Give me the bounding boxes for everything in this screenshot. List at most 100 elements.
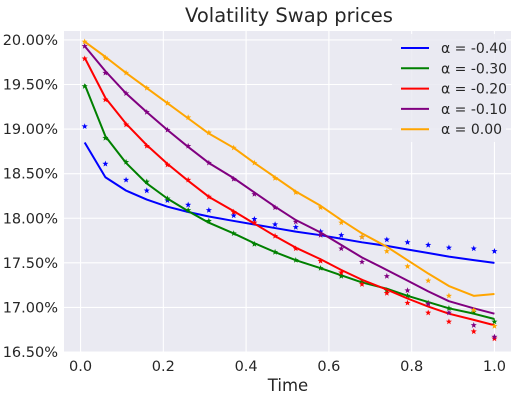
star-marker <box>292 223 299 230</box>
star-marker <box>425 241 432 248</box>
star-marker <box>81 42 88 49</box>
star-marker <box>272 174 279 181</box>
y-tick-label: 20.00% <box>3 33 58 49</box>
x-tick-label: 0.8 <box>400 359 423 375</box>
grid-lines <box>64 31 511 353</box>
star-marker <box>470 306 477 313</box>
x-tick-label: 0.2 <box>152 359 175 375</box>
star-marker <box>317 204 324 211</box>
star-marker <box>292 256 299 263</box>
star-marker <box>470 328 477 335</box>
star-marker <box>81 38 88 45</box>
star-marker <box>383 248 390 254</box>
star-marker <box>272 248 279 255</box>
star-marker <box>230 144 237 151</box>
star-marker <box>317 257 324 264</box>
y-tick-label: 18.50% <box>3 167 58 183</box>
star-marker <box>205 129 212 136</box>
star-marker <box>251 240 258 247</box>
star-marker <box>230 175 237 182</box>
star-marker <box>272 204 279 211</box>
star-marker <box>230 212 237 219</box>
star-marker <box>491 248 498 254</box>
star-marker <box>143 84 150 91</box>
star-marker <box>185 176 192 183</box>
x-tick-label: 0.4 <box>235 359 258 375</box>
star-marker <box>102 96 109 103</box>
star-marker <box>491 335 498 342</box>
star-marker <box>185 207 192 213</box>
star-marker <box>123 69 130 76</box>
star-marker <box>164 197 171 204</box>
star-marker <box>123 176 130 183</box>
star-marker <box>470 308 477 315</box>
star-marker <box>251 190 258 197</box>
star-marker <box>445 292 452 299</box>
star-marker <box>81 123 88 129</box>
star-marker <box>123 90 130 97</box>
star-marker <box>317 264 324 271</box>
series-line <box>83 45 495 315</box>
star-marker <box>102 134 109 141</box>
x-tick-label: 0.6 <box>317 359 340 375</box>
star-marker <box>102 160 109 167</box>
series-layer <box>81 38 498 342</box>
star-marker <box>251 215 258 222</box>
star-marker <box>491 333 498 340</box>
series-line <box>83 84 495 320</box>
star-marker <box>404 292 411 299</box>
y-tick-label: 17.50% <box>3 256 58 272</box>
x-tick-label: 0.0 <box>69 359 92 375</box>
star-marker <box>272 221 279 228</box>
legend-label: α = -0.40 <box>441 41 507 57</box>
star-marker <box>383 236 390 243</box>
series-2 <box>81 55 498 342</box>
legend: α = -0.40 α = -0.30 α = -0.20 α = -0.10 α = … <box>392 34 507 142</box>
star-marker <box>143 108 150 115</box>
star-marker <box>383 289 390 296</box>
y-tick-label: 18.00% <box>3 211 58 227</box>
star-marker <box>470 245 477 252</box>
star-marker <box>81 55 88 62</box>
star-marker <box>470 322 477 328</box>
legend-label: α = -0.30 <box>441 61 507 77</box>
star-marker <box>358 233 366 240</box>
legend-label: α = -0.20 <box>441 82 507 98</box>
y-tick-label: 19.50% <box>3 78 58 94</box>
star-marker <box>81 83 88 89</box>
star-marker <box>425 309 432 316</box>
star-marker <box>164 100 171 106</box>
star-marker <box>123 121 130 128</box>
series-line <box>84 40 495 297</box>
star-marker <box>185 114 192 121</box>
star-marker <box>317 231 324 238</box>
star-marker <box>205 193 212 200</box>
y-tick-label: 16.50% <box>3 345 58 361</box>
star-marker <box>251 159 258 166</box>
x-axis-title: Time <box>267 376 308 395</box>
y-tick-label: 17.00% <box>3 300 58 316</box>
series-4 <box>81 38 498 329</box>
star-marker <box>445 318 452 325</box>
star-marker <box>292 189 299 195</box>
star-marker <box>251 219 258 226</box>
legend-label: α = -0.10 <box>441 102 507 118</box>
star-marker <box>358 258 366 265</box>
star-marker <box>102 69 109 76</box>
chart-title: Volatility Swap prices <box>185 4 393 27</box>
star-marker <box>338 245 345 252</box>
star-marker <box>404 239 411 245</box>
star-marker <box>491 318 498 325</box>
star-marker <box>317 228 324 235</box>
star-marker <box>404 299 411 306</box>
star-marker <box>102 54 109 61</box>
legend-box <box>392 34 506 142</box>
star-marker <box>272 232 279 239</box>
star-marker <box>404 287 411 294</box>
star-marker <box>445 244 452 251</box>
star-marker <box>164 195 171 202</box>
x-tick-label: 1.0 <box>483 359 506 375</box>
star-marker <box>292 218 299 225</box>
star-marker <box>164 161 171 168</box>
